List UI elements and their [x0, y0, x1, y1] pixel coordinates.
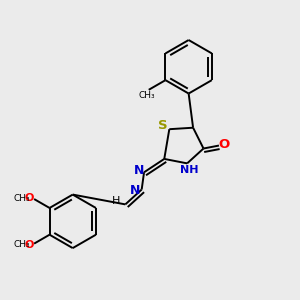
Text: CH₃: CH₃ [14, 240, 31, 249]
Text: NH: NH [180, 165, 199, 175]
Text: CH₃: CH₃ [14, 194, 31, 203]
Text: S: S [158, 119, 168, 132]
Text: H: H [112, 196, 121, 206]
Text: O: O [219, 138, 230, 152]
Text: N: N [134, 164, 144, 177]
Text: CH₃: CH₃ [139, 91, 156, 100]
Text: N: N [130, 184, 140, 196]
Text: O: O [25, 193, 34, 203]
Text: O: O [25, 239, 34, 250]
